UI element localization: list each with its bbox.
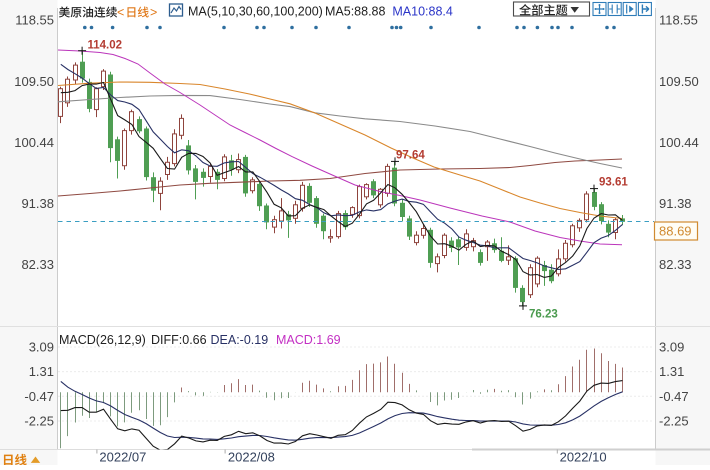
svg-text:82.33: 82.33 [659,257,692,272]
svg-text:91.38: 91.38 [21,196,54,211]
svg-text:MACD:1.69: MACD:1.69 [276,333,341,347]
svg-text:88.69: 88.69 [659,224,692,239]
svg-text:109.50: 109.50 [14,74,54,89]
svg-text:1.31: 1.31 [659,364,684,379]
svg-text:MACD(26,12,9): MACD(26,12,9) [59,333,146,347]
svg-text:1.31: 1.31 [29,364,54,379]
svg-text:-0.47: -0.47 [24,389,54,404]
svg-text:MA10:88.4: MA10:88.4 [392,5,453,19]
svg-text:100.44: 100.44 [659,135,699,150]
svg-text:118.55: 118.55 [15,13,54,28]
svg-text:2022/10: 2022/10 [560,450,607,465]
svg-text:2022/07: 2022/07 [99,450,146,465]
svg-text:-0.47: -0.47 [659,389,689,404]
svg-text:76.23: 76.23 [529,309,558,321]
svg-text:3.09: 3.09 [659,340,684,355]
svg-text:DIFF:0.66: DIFF:0.66 [151,333,207,347]
svg-text:91.38: 91.38 [659,196,692,211]
svg-text:114.02: 114.02 [88,40,123,52]
svg-text:MA(5,10,30,60,100,200): MA(5,10,30,60,100,200) [188,5,323,19]
svg-text:97.64: 97.64 [396,150,425,162]
svg-text:93.61: 93.61 [599,177,628,189]
svg-text:2022/08: 2022/08 [228,450,275,465]
svg-text:>: > [150,6,157,20]
svg-text:118.55: 118.55 [659,13,698,28]
svg-text:<: < [117,6,124,20]
svg-text:82.33: 82.33 [21,257,54,272]
svg-text:100.44: 100.44 [14,135,54,150]
svg-text:-2.25: -2.25 [659,414,689,429]
svg-text:MA5:88.88: MA5:88.88 [325,5,386,19]
svg-text:109.50: 109.50 [659,74,699,89]
svg-text:3.09: 3.09 [29,340,54,355]
svg-text:-2.25: -2.25 [24,414,54,429]
svg-text:DEA:-0.19: DEA:-0.19 [211,333,269,347]
